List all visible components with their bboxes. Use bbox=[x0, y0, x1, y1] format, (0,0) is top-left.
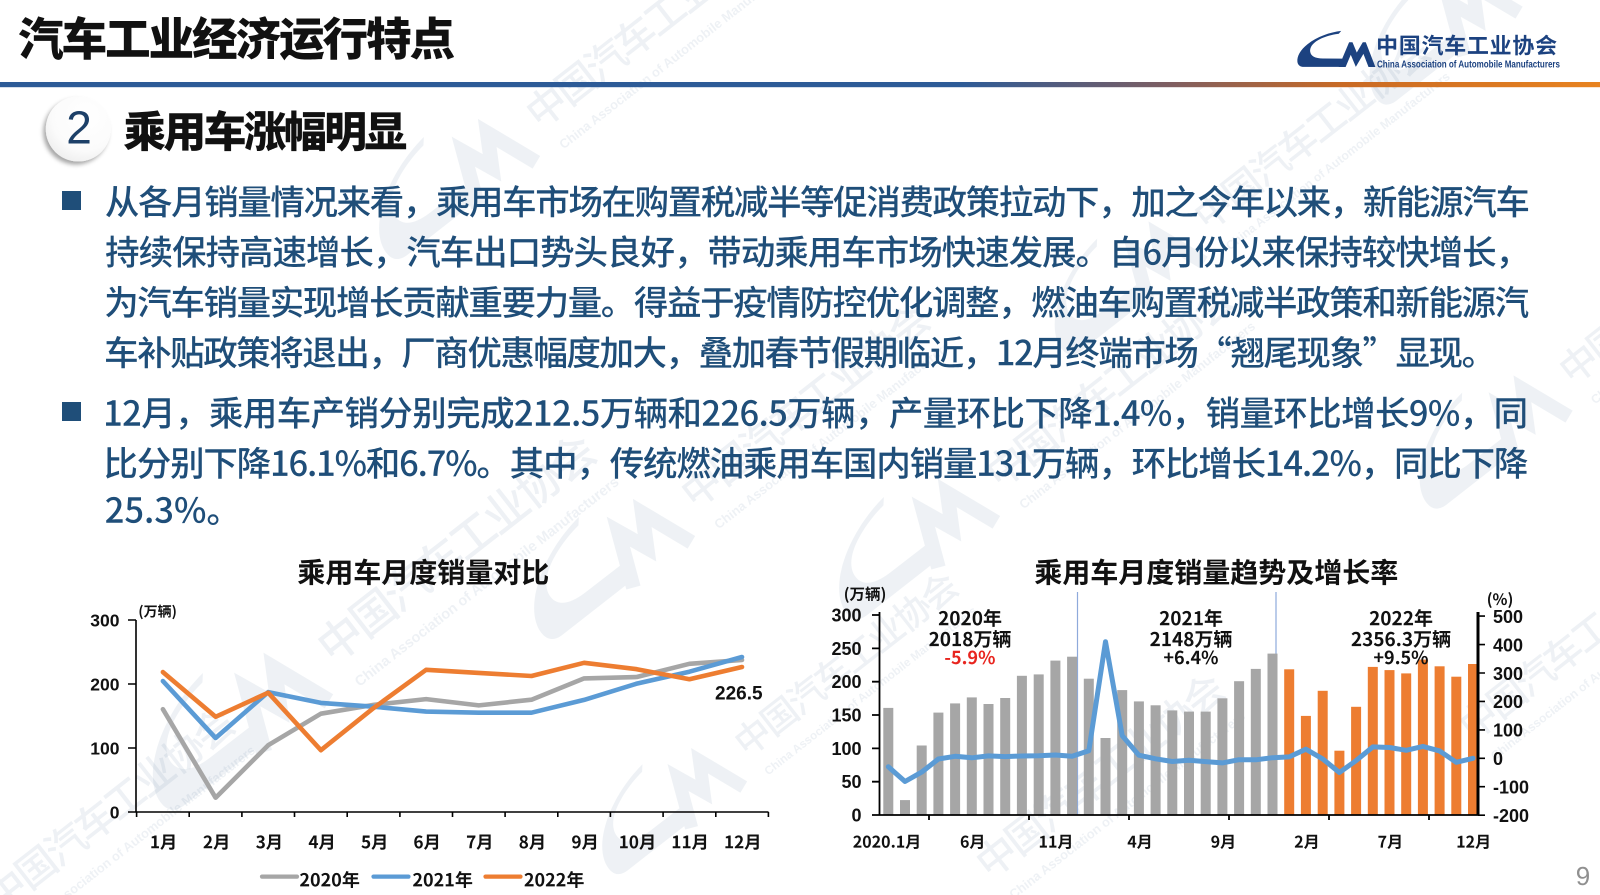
svg-text:100: 100 bbox=[831, 739, 861, 759]
svg-text:100: 100 bbox=[90, 738, 119, 758]
svg-text:300: 300 bbox=[831, 606, 861, 626]
svg-text:500: 500 bbox=[1493, 607, 1523, 627]
svg-text:300: 300 bbox=[90, 610, 119, 630]
svg-text:0: 0 bbox=[110, 802, 120, 822]
svg-text:226.5: 226.5 bbox=[715, 684, 763, 705]
svg-text:250: 250 bbox=[831, 639, 861, 659]
svg-text:150: 150 bbox=[831, 706, 861, 726]
svg-text:0: 0 bbox=[1493, 749, 1503, 769]
svg-text:200: 200 bbox=[831, 672, 861, 692]
svg-text:9: 9 bbox=[1576, 861, 1590, 891]
svg-text:-100: -100 bbox=[1493, 778, 1529, 798]
svg-text:-200: -200 bbox=[1493, 806, 1529, 826]
svg-text:50: 50 bbox=[841, 772, 861, 792]
svg-text:China Association of Automobil: China Association of Automobile Manufact… bbox=[1377, 59, 1560, 70]
svg-text:2: 2 bbox=[66, 102, 92, 154]
svg-text:0: 0 bbox=[851, 806, 861, 826]
svg-text:200: 200 bbox=[90, 674, 119, 694]
svg-text:300: 300 bbox=[1493, 664, 1523, 684]
svg-text:200: 200 bbox=[1493, 692, 1523, 712]
svg-text:100: 100 bbox=[1493, 721, 1523, 741]
svg-text:400: 400 bbox=[1493, 635, 1523, 655]
